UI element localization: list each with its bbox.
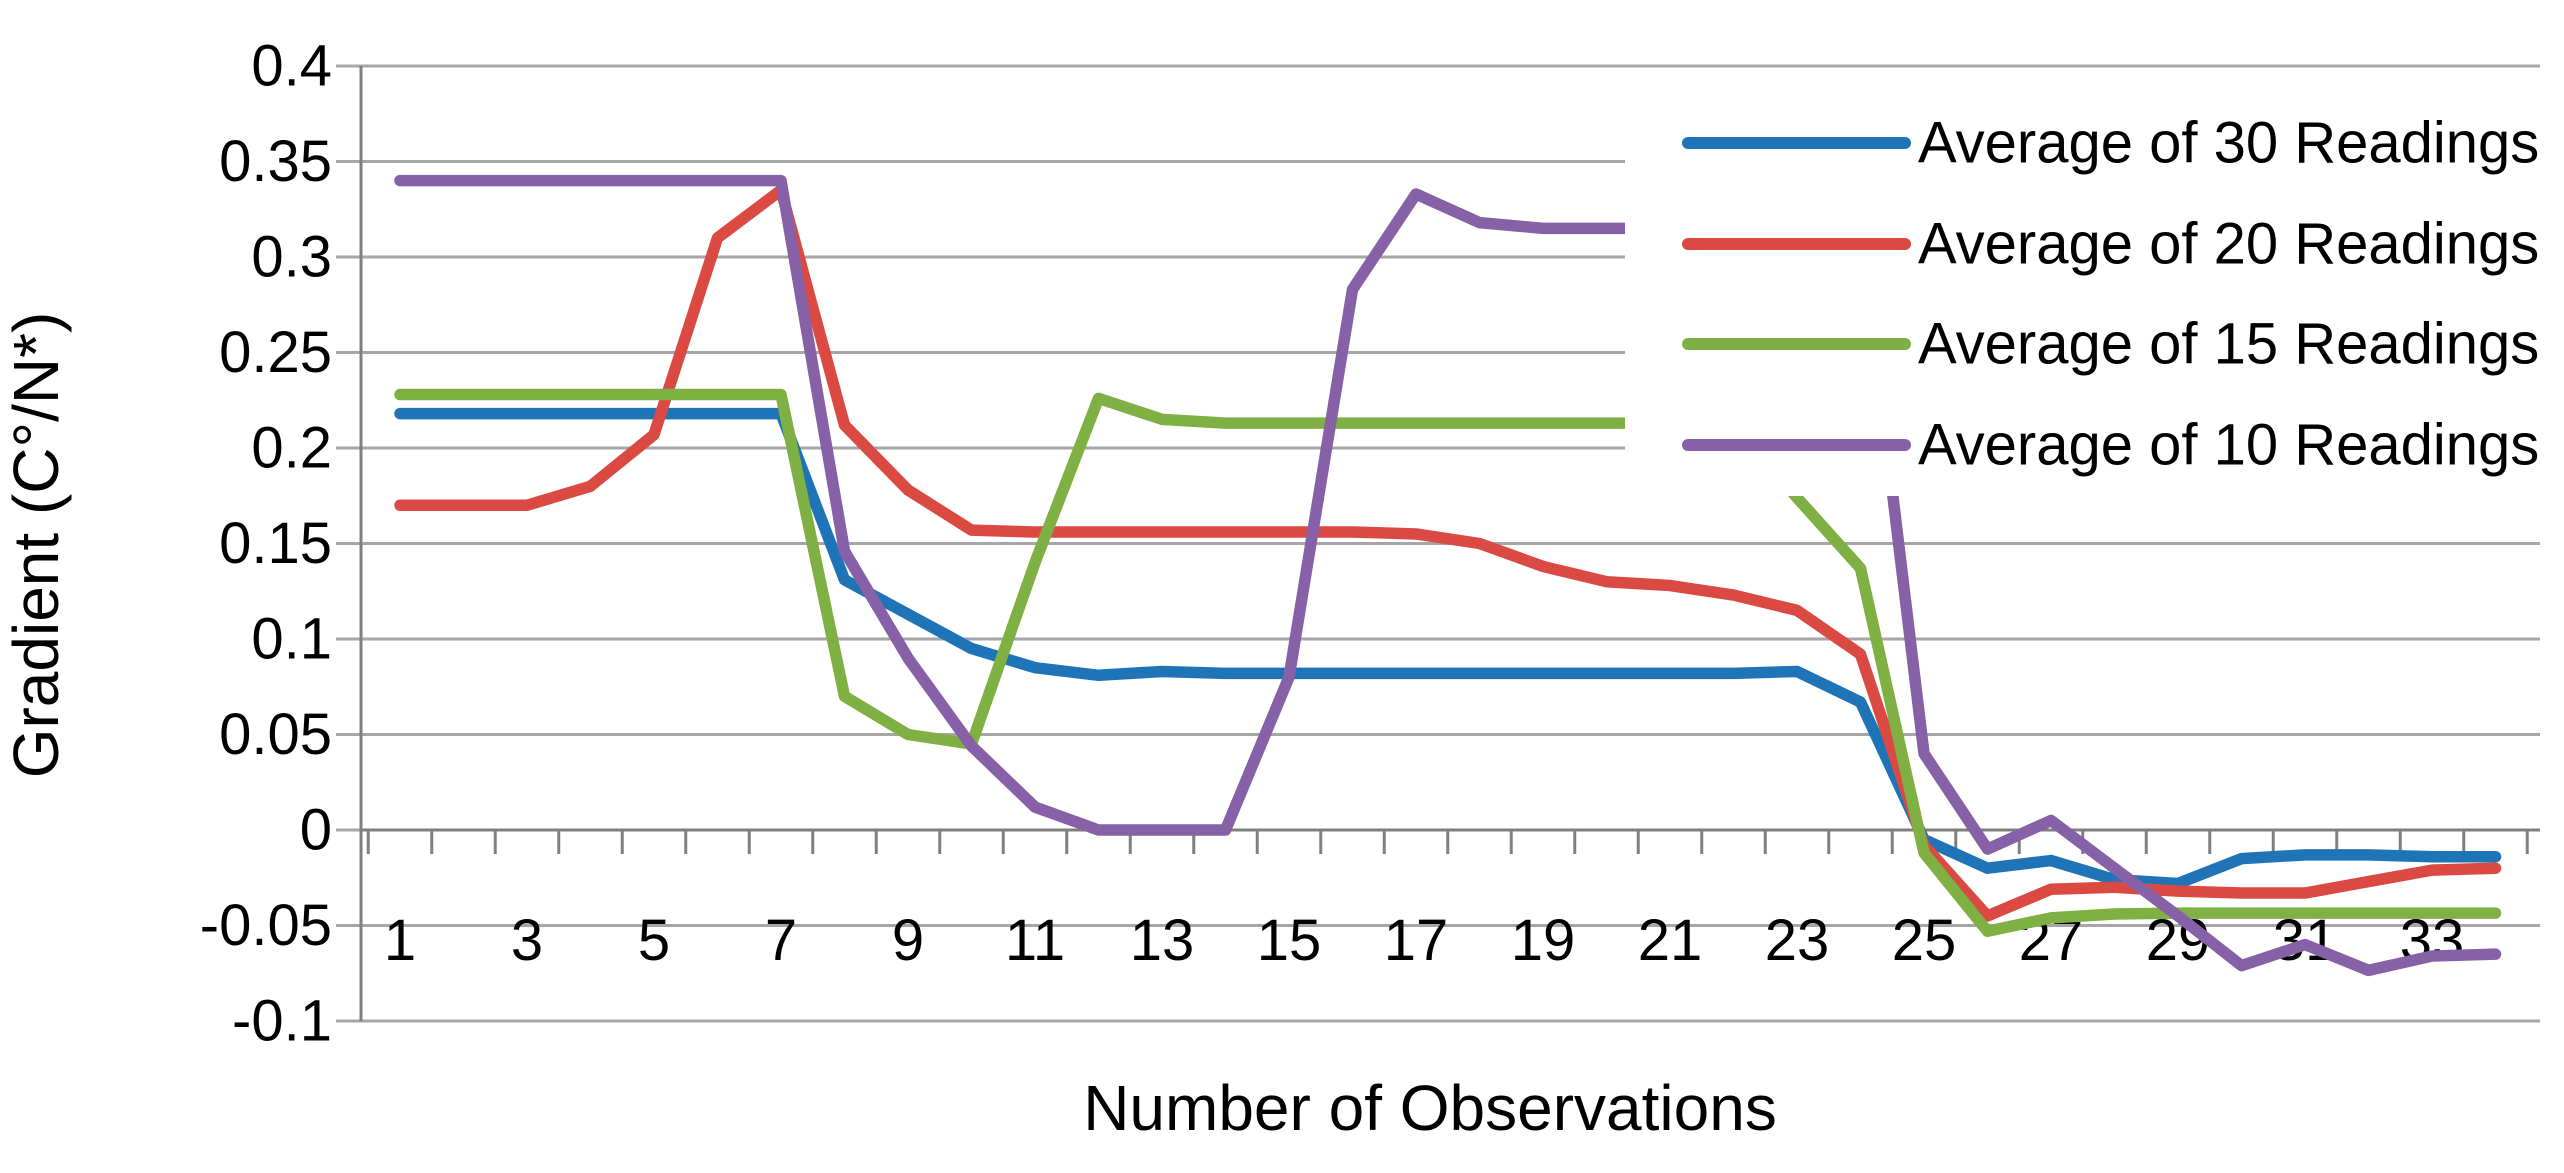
y-tick-label: 0.35 [219, 129, 332, 194]
x-tick-label: 23 [1765, 908, 1830, 973]
y-tick-label: 0.2 [251, 416, 332, 481]
x-tick-label: 17 [1384, 908, 1449, 973]
x-tick-label: 21 [1638, 908, 1703, 973]
x-tick-label: 13 [1130, 908, 1195, 973]
x-tick-label: 1 [384, 908, 416, 973]
y-tick-label: 0 [300, 798, 332, 863]
x-tick-label: 7 [765, 908, 797, 973]
y-axis-title: Gradient (C°/N*) [0, 312, 72, 779]
x-tick-label: 15 [1257, 908, 1322, 973]
x-tick-label: 11 [1005, 908, 1065, 973]
legend-label: Average of 15 Readings [1918, 312, 2539, 377]
y-tick-label: 0.1 [251, 607, 332, 672]
series-line-average-of-10-readings [394, 174, 2502, 977]
x-tick-label: 9 [892, 908, 924, 973]
legend-label: Average of 30 Readings [1918, 111, 2539, 176]
y-tick-label: 0.05 [219, 702, 332, 767]
legend-background [1625, 98, 2564, 496]
x-tick-label: 3 [511, 908, 543, 973]
series-line-average-of-15-readings [394, 388, 2502, 937]
y-tick-label: 0.3 [251, 225, 332, 290]
legend-label: Average of 10 Readings [1918, 413, 2539, 478]
x-axis-title: Number of Observations [1083, 1072, 1777, 1144]
y-tick-label: 0.4 [251, 34, 332, 99]
x-tick-label: 19 [1511, 908, 1576, 973]
series-line-average-of-30-readings [394, 407, 2502, 890]
x-tick-label: 5 [638, 908, 670, 973]
y-tick-label: -0.1 [232, 989, 332, 1054]
legend-label: Average of 20 Readings [1918, 212, 2539, 277]
y-tick-label: 0.15 [219, 511, 332, 576]
y-tick-label: 0.25 [219, 320, 332, 385]
y-tick-label: -0.05 [200, 893, 332, 958]
x-tick-label: 25 [1892, 908, 1957, 973]
